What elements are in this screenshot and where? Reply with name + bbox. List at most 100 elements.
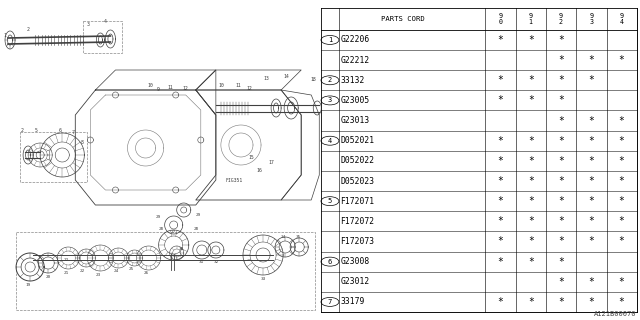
Text: 25: 25 — [129, 267, 134, 271]
Text: 13: 13 — [263, 76, 269, 81]
Text: *: * — [619, 136, 625, 146]
Text: *: * — [558, 55, 564, 65]
Text: *: * — [558, 116, 564, 125]
Text: *: * — [588, 196, 595, 206]
Text: *: * — [497, 257, 504, 267]
Text: 28: 28 — [159, 227, 164, 231]
Text: 7: 7 — [328, 299, 332, 305]
Text: *: * — [558, 196, 564, 206]
Text: G22206: G22206 — [340, 36, 370, 44]
Text: *: * — [588, 116, 595, 125]
Text: *: * — [528, 297, 534, 307]
Text: 33179: 33179 — [340, 297, 365, 307]
Text: 5: 5 — [35, 128, 38, 133]
Text: 10: 10 — [148, 83, 154, 88]
Text: 26: 26 — [144, 271, 149, 275]
Text: D052021: D052021 — [340, 136, 374, 145]
Text: 29: 29 — [156, 215, 161, 219]
Text: 9
2: 9 2 — [559, 13, 563, 25]
Text: 14: 14 — [284, 74, 289, 79]
Text: 15: 15 — [248, 155, 254, 160]
Text: 33132: 33132 — [340, 76, 365, 85]
Text: 2: 2 — [20, 128, 24, 133]
Text: 1: 1 — [328, 37, 332, 43]
Text: *: * — [558, 35, 564, 45]
Text: 34: 34 — [280, 235, 285, 239]
Text: 24: 24 — [114, 269, 119, 273]
Text: 9
0: 9 0 — [499, 13, 502, 25]
Text: *: * — [528, 176, 534, 186]
Text: *: * — [619, 196, 625, 206]
Text: *: * — [528, 95, 534, 105]
Text: *: * — [497, 297, 504, 307]
Text: 20: 20 — [45, 275, 51, 279]
Text: *: * — [558, 257, 564, 267]
Text: *: * — [588, 55, 595, 65]
Text: 9
4: 9 4 — [620, 13, 624, 25]
Text: 30: 30 — [179, 247, 184, 251]
Text: G22212: G22212 — [340, 56, 370, 65]
Text: *: * — [528, 257, 534, 267]
Text: 2: 2 — [328, 77, 332, 83]
Text: *: * — [588, 216, 595, 226]
Text: *: * — [497, 75, 504, 85]
Text: 5: 5 — [328, 198, 332, 204]
Text: G23008: G23008 — [340, 257, 370, 266]
Text: *: * — [528, 35, 534, 45]
Text: G23012: G23012 — [340, 277, 370, 286]
Text: *: * — [588, 176, 595, 186]
Text: *: * — [558, 176, 564, 186]
Text: 11: 11 — [168, 85, 173, 90]
Text: 22: 22 — [80, 269, 85, 273]
Text: 35: 35 — [296, 235, 301, 239]
Text: D052022: D052022 — [340, 156, 374, 165]
Text: 21: 21 — [63, 271, 69, 275]
Text: 3: 3 — [328, 97, 332, 103]
Text: *: * — [497, 136, 504, 146]
Text: D052023: D052023 — [340, 177, 374, 186]
Text: *: * — [558, 136, 564, 146]
Text: 4: 4 — [104, 19, 107, 24]
Text: G23005: G23005 — [340, 96, 370, 105]
Text: 28: 28 — [194, 227, 199, 231]
Text: *: * — [558, 75, 564, 85]
Text: *: * — [528, 136, 534, 146]
Text: *: * — [619, 156, 625, 166]
Text: 10: 10 — [218, 83, 224, 88]
Text: *: * — [588, 75, 595, 85]
Text: *: * — [619, 297, 625, 307]
Text: 7: 7 — [72, 130, 75, 135]
Text: 9: 9 — [157, 87, 160, 92]
Text: *: * — [497, 95, 504, 105]
Text: 32: 32 — [214, 260, 219, 264]
Text: *: * — [558, 216, 564, 226]
Text: 19: 19 — [26, 283, 31, 287]
Text: 2: 2 — [27, 27, 29, 32]
Text: *: * — [528, 196, 534, 206]
Text: *: * — [619, 55, 625, 65]
Text: PARTS CORD: PARTS CORD — [381, 16, 425, 22]
Text: *: * — [619, 216, 625, 226]
Text: *: * — [558, 297, 564, 307]
Text: 6: 6 — [328, 259, 332, 265]
Text: *: * — [497, 156, 504, 166]
Text: 18: 18 — [310, 77, 316, 82]
Text: *: * — [528, 236, 534, 246]
Text: *: * — [497, 236, 504, 246]
Text: 3: 3 — [87, 22, 90, 27]
Text: *: * — [588, 297, 595, 307]
Text: FIG351: FIG351 — [226, 178, 243, 183]
Text: *: * — [497, 196, 504, 206]
Text: 6: 6 — [59, 128, 61, 133]
Text: *: * — [528, 216, 534, 226]
Text: 17: 17 — [268, 160, 274, 165]
Text: F172071: F172071 — [340, 197, 374, 206]
Text: 27: 27 — [171, 230, 176, 234]
Text: F172072: F172072 — [340, 217, 374, 226]
Text: 11: 11 — [235, 83, 241, 88]
Text: 12: 12 — [183, 86, 189, 91]
Text: 33: 33 — [260, 277, 266, 281]
Text: *: * — [619, 277, 625, 287]
Text: *: * — [528, 156, 534, 166]
Text: 9
1: 9 1 — [529, 13, 533, 25]
